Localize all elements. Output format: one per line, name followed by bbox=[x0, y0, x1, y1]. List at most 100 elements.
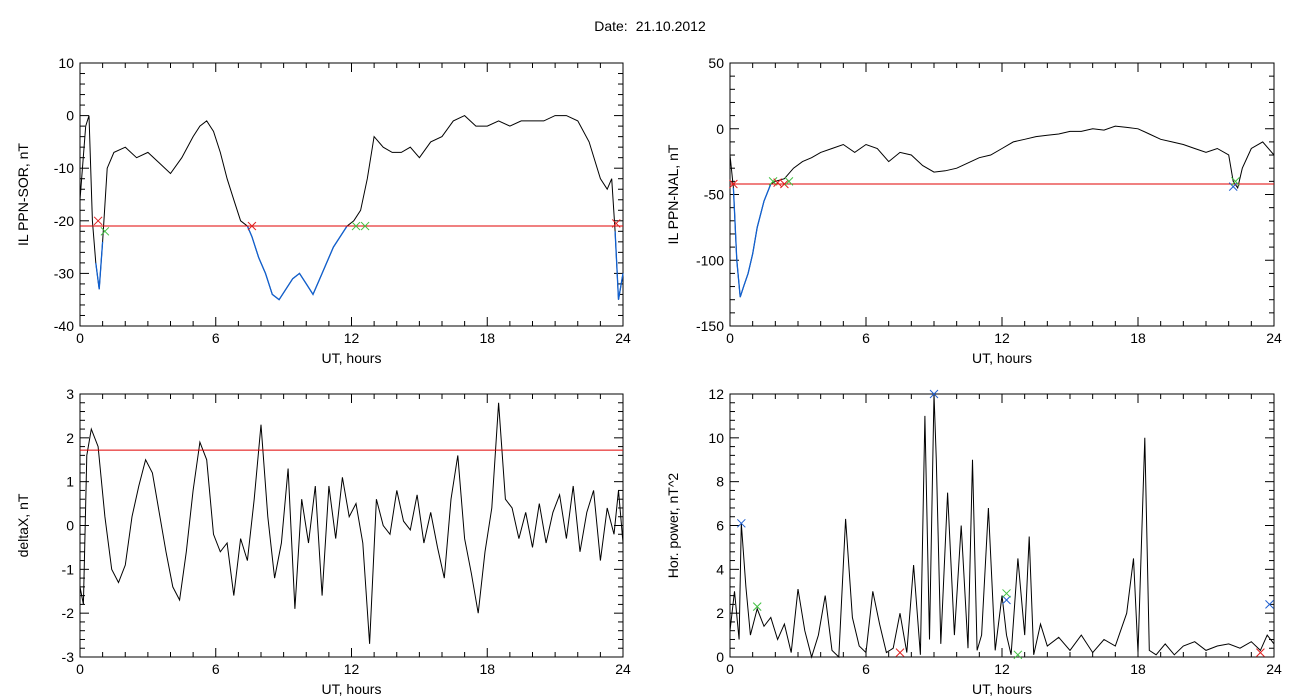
x-axis-label: UT, hours bbox=[322, 681, 382, 697]
event-marker bbox=[93, 216, 103, 226]
series-line bbox=[729, 393, 1275, 659]
marker-stroke bbox=[1265, 600, 1274, 609]
series-line bbox=[79, 402, 624, 644]
marker-stroke bbox=[351, 221, 361, 231]
below-threshold-segment bbox=[614, 231, 624, 300]
event-marker bbox=[1228, 182, 1238, 191]
y-axis-label: deltaX, nT bbox=[15, 493, 31, 557]
x-tick-label: 0 bbox=[76, 661, 84, 677]
y-tick-label: 0 bbox=[716, 649, 724, 665]
x-tick-label: 12 bbox=[344, 330, 360, 346]
x-tick-label: 6 bbox=[862, 661, 870, 677]
event-marker bbox=[351, 221, 361, 231]
event-marker bbox=[247, 221, 257, 231]
event-marker bbox=[1002, 595, 1011, 605]
event-marker bbox=[611, 219, 621, 228]
y-tick-label: 10 bbox=[708, 430, 724, 446]
y-tick-label: -100 bbox=[696, 252, 724, 268]
event-marker bbox=[929, 389, 939, 399]
y-tick-label: -3 bbox=[62, 649, 75, 665]
marker-stroke bbox=[1013, 650, 1023, 660]
chart-panel-1: 0 6 12 18 24 -40 -30 -20 -10 0 10 UT, hours IL PPN-S… bbox=[15, 55, 631, 366]
x-tick-label: 0 bbox=[726, 661, 734, 677]
marker-stroke bbox=[1002, 595, 1011, 605]
event-marker bbox=[752, 602, 762, 611]
event-marker bbox=[100, 226, 110, 236]
x-tick-label: 12 bbox=[994, 330, 1010, 346]
x-tick-label: 6 bbox=[212, 330, 220, 346]
marker-stroke bbox=[895, 648, 905, 657]
y-tick-label: 0 bbox=[66, 108, 74, 124]
event-marker bbox=[1013, 650, 1023, 660]
y-tick-label: -30 bbox=[54, 265, 74, 281]
series-line bbox=[729, 125, 1275, 298]
event-marker bbox=[784, 176, 794, 186]
y-tick-label: 50 bbox=[708, 55, 724, 71]
below-threshold-segment bbox=[732, 183, 772, 298]
y-tick-label: -10 bbox=[54, 160, 74, 176]
y-tick-label: -2 bbox=[62, 605, 75, 621]
x-tick-label: 0 bbox=[726, 330, 734, 346]
x-tick-label: 24 bbox=[615, 330, 631, 346]
marker-stroke bbox=[360, 221, 370, 231]
x-tick-label: 24 bbox=[1266, 330, 1282, 346]
y-tick-label: -50 bbox=[704, 187, 724, 203]
y-tick-label: 1 bbox=[66, 474, 74, 490]
x-axis-label: UT, hours bbox=[972, 350, 1032, 366]
marker-stroke bbox=[780, 179, 789, 189]
y-tick-label: -20 bbox=[54, 213, 74, 229]
event-marker bbox=[780, 179, 789, 189]
y-tick-label: -150 bbox=[696, 318, 724, 334]
plot-frame bbox=[79, 62, 624, 327]
marker-stroke bbox=[773, 178, 782, 188]
marker-stroke bbox=[93, 216, 103, 226]
event-marker bbox=[1002, 589, 1011, 598]
x-tick-label: 12 bbox=[994, 661, 1010, 677]
y-axis-label: IL PPN-NAL, nT bbox=[665, 144, 681, 244]
y-tick-label: 0 bbox=[716, 121, 724, 137]
x-tick-label: 18 bbox=[479, 330, 495, 346]
y-tick-label: -40 bbox=[54, 318, 74, 334]
x-tick-label: 0 bbox=[76, 330, 84, 346]
chart-panel-2: 0 6 12 18 24 -150 -100 -50 0 50 UT, hours IL PPN-NA… bbox=[665, 55, 1282, 366]
marker-stroke bbox=[1231, 176, 1240, 186]
event-marker bbox=[1231, 176, 1240, 186]
y-axis-label: Hor. power, nT^2 bbox=[665, 473, 681, 579]
series-line bbox=[79, 115, 624, 301]
x-tick-label: 24 bbox=[1266, 661, 1282, 677]
page-title: Date: 21.10.2012 bbox=[0, 18, 1300, 34]
marker-stroke bbox=[100, 226, 110, 236]
y-tick-label: 0 bbox=[66, 518, 74, 534]
event-marker bbox=[895, 648, 905, 657]
marker-stroke bbox=[929, 389, 939, 399]
marker-stroke bbox=[752, 602, 762, 611]
event-marker bbox=[729, 179, 738, 189]
x-tick-label: 24 bbox=[615, 661, 631, 677]
y-tick-label: 3 bbox=[66, 386, 74, 402]
y-axis-label: IL PPN-SOR, nT bbox=[15, 143, 31, 246]
y-tick-label: 2 bbox=[716, 605, 724, 621]
marker-stroke bbox=[1256, 648, 1265, 657]
x-tick-label: 18 bbox=[1130, 661, 1146, 677]
marker-stroke bbox=[784, 176, 794, 186]
marker-stroke bbox=[1002, 589, 1011, 598]
x-tick-label: 18 bbox=[1130, 330, 1146, 346]
title-date: 21.10.2012 bbox=[635, 18, 706, 34]
x-axis-label: UT, hours bbox=[322, 350, 382, 366]
marker-stroke bbox=[736, 518, 746, 528]
x-tick-label: 6 bbox=[862, 330, 870, 346]
y-tick-label: 4 bbox=[716, 561, 724, 577]
below-threshold-segment bbox=[246, 225, 348, 301]
y-tick-label: 2 bbox=[66, 430, 74, 446]
below-threshold-segment bbox=[95, 241, 104, 290]
event-marker bbox=[736, 518, 746, 528]
event-marker bbox=[360, 221, 370, 231]
y-tick-label: -1 bbox=[62, 561, 75, 577]
y-tick-label: 12 bbox=[708, 386, 724, 402]
marker-stroke bbox=[1228, 182, 1238, 191]
plot-frame bbox=[729, 393, 1275, 658]
x-tick-label: 18 bbox=[479, 661, 495, 677]
y-tick-label: 6 bbox=[716, 518, 724, 534]
